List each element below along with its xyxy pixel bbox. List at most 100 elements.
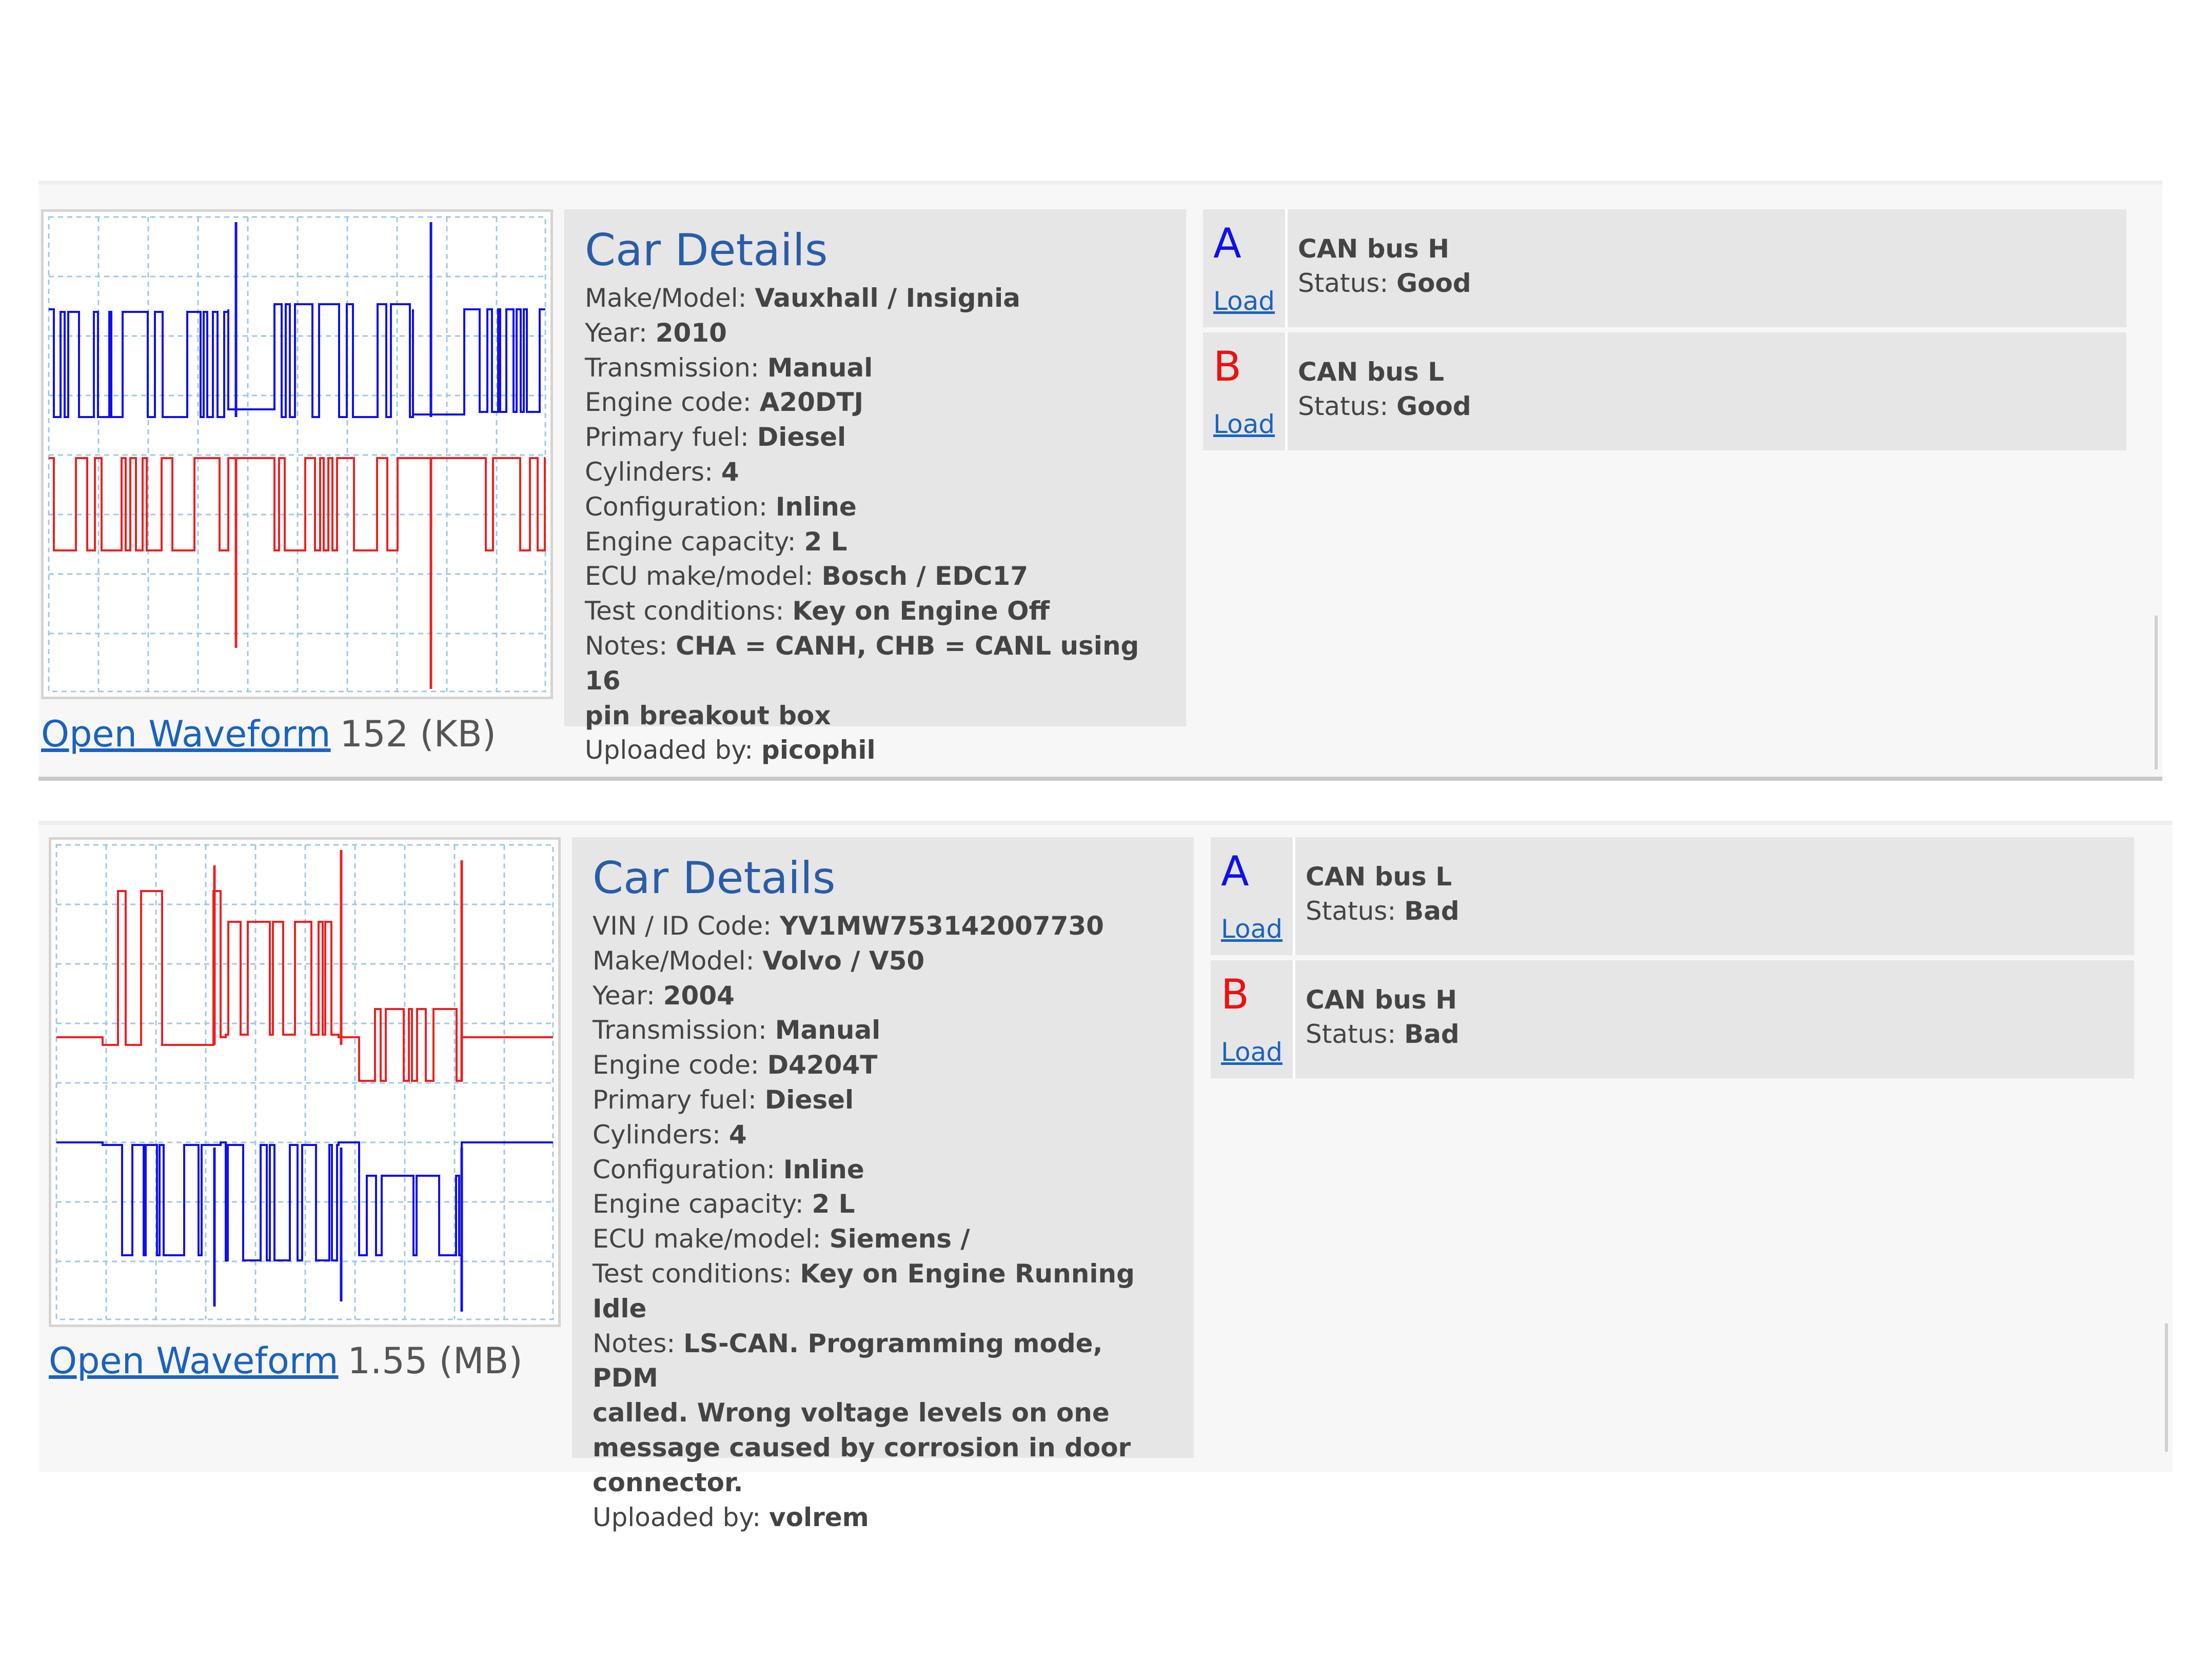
detail-label: Year:	[593, 980, 663, 1011]
channel-b-trace	[49, 457, 546, 551]
detail-label: Notes:	[585, 630, 676, 661]
waveform-thumbnail-1[interactable]	[41, 209, 553, 699]
channel-letter-cell: B Load	[1203, 332, 1288, 450]
open-waveform-link[interactable]: Open Waveform	[49, 1340, 339, 1382]
detail-value: volrem	[769, 1502, 869, 1532]
open-waveform-link[interactable]: Open Waveform	[41, 713, 331, 755]
detail-row: Year: 2004	[593, 979, 1173, 1014]
channel-b-2: B Load CAN bus H Status: Bad	[1211, 960, 2134, 1078]
channel-name: CAN bus L	[1298, 357, 1445, 387]
detail-label: Configuration:	[593, 1154, 783, 1184]
file-size: 152 (KB)	[340, 713, 496, 755]
detail-row: pin breakout box	[585, 699, 1166, 734]
scrollbar[interactable]	[2165, 1323, 2168, 1452]
detail-row: Transmission: Manual	[593, 1013, 1173, 1048]
detail-row: VIN / ID Code: YV1MW753142007730	[593, 909, 1173, 944]
car-details-title: Car Details	[593, 853, 836, 904]
load-link[interactable]: Load	[1221, 914, 1283, 944]
detail-label: Year:	[585, 318, 656, 348]
channel-letter-cell: A Load	[1211, 837, 1295, 955]
open-waveform-row-2: Open Waveform 1.55 (MB)	[49, 1340, 523, 1382]
detail-row: Transmission: Manual	[585, 351, 1166, 386]
channel-name: CAN bus H	[1298, 234, 1450, 264]
detail-label: Test conditions:	[585, 596, 793, 626]
detail-value: Siemens /	[829, 1224, 970, 1254]
detail-row: Uploaded by: volrem	[593, 1500, 1173, 1535]
load-link[interactable]: Load	[1213, 409, 1275, 439]
detail-label: Uploaded by:	[585, 735, 762, 765]
detail-value: Volvo / V50	[762, 945, 925, 976]
detail-label: Notes:	[593, 1328, 684, 1358]
channel-a-2: A Load CAN bus L Status: Bad	[1211, 837, 2134, 955]
file-size: 1.55 (MB)	[347, 1340, 523, 1382]
detail-value: 2004	[663, 980, 735, 1011]
channel-a-1: A Load CAN bus H Status: Good	[1203, 209, 2126, 327]
detail-row: Configuration: Inline	[585, 490, 1166, 525]
channel-status: Status: Good	[1298, 391, 1471, 421]
detail-value: LS-CAN. Programming mode, PDM	[593, 1328, 1103, 1393]
detail-value: Manual	[775, 1015, 881, 1045]
detail-row: Engine code: A20DTJ	[585, 385, 1166, 420]
detail-label: ECU make/model:	[593, 1224, 830, 1254]
channel-status: Status: Good	[1298, 268, 1471, 298]
detail-value: 4	[728, 1119, 747, 1150]
detail-value: Key on Engine Off	[792, 596, 1050, 626]
detail-value: 2 L	[804, 526, 847, 557]
channel-letter-cell: B Load	[1211, 960, 1295, 1078]
waveform-thumbnail-2[interactable]	[49, 837, 561, 1327]
status-value: Bad	[1404, 1019, 1460, 1049]
scope-grid	[55, 844, 554, 1320]
detail-value: Inline	[783, 1154, 864, 1184]
detail-row: Make/Model: Vauxhall / Insignia	[585, 281, 1166, 316]
scrollbar[interactable]	[2155, 616, 2158, 769]
detail-label: Engine code:	[585, 387, 760, 418]
detail-row: Uploaded by: picophil	[585, 733, 1166, 768]
detail-label: Cylinders:	[593, 1119, 729, 1150]
open-waveform-row-1: Open Waveform 152 (KB)	[41, 713, 496, 755]
channel-status: Status: Bad	[1306, 896, 1460, 926]
channel-a-trace	[56, 1141, 553, 1261]
detail-value: message caused by corrosion in door	[593, 1432, 1131, 1462]
load-link[interactable]: Load	[1213, 286, 1275, 316]
detail-value: 2010	[655, 318, 727, 348]
detail-value: A20DTJ	[759, 387, 864, 418]
channel-name: CAN bus L	[1306, 862, 1452, 892]
car-details-title: Car Details	[585, 225, 828, 276]
channel-letter: B	[1213, 343, 1241, 390]
detail-value: D4204T	[767, 1050, 878, 1080]
load-link[interactable]: Load	[1221, 1037, 1283, 1067]
detail-label: VIN / ID Code:	[593, 911, 780, 941]
detail-label: Test conditions:	[593, 1258, 800, 1289]
status-label: Status:	[1306, 1019, 1405, 1049]
detail-row: Engine capacity: 2 L	[585, 525, 1166, 560]
detail-label: Make/Model:	[585, 283, 755, 313]
detail-label: Transmission:	[585, 352, 767, 383]
channel-status: Status: Bad	[1306, 1019, 1460, 1049]
detail-row: connector.	[593, 1466, 1173, 1500]
detail-value: 2 L	[812, 1189, 855, 1219]
waveform-plot	[55, 844, 554, 1320]
channel-name: CAN bus H	[1306, 985, 1457, 1015]
channel-b-trace	[56, 890, 553, 1082]
detail-row: Engine capacity: 2 L	[593, 1187, 1173, 1222]
detail-value: pin breakout box	[585, 700, 831, 730]
channel-b-1: B Load CAN bus L Status: Good	[1203, 332, 2126, 450]
detail-label: Configuration:	[585, 491, 776, 522]
waveform-plot	[48, 216, 546, 693]
channel-a-trace	[49, 303, 545, 418]
detail-row: Notes: LS-CAN. Programming mode, PDM	[593, 1327, 1173, 1396]
car-details-list: Make/Model: Vauxhall / Insignia Year: 201…	[585, 281, 1166, 768]
detail-label: Primary fuel:	[593, 1084, 765, 1115]
detail-value: YV1MW753142007730	[779, 911, 1104, 941]
detail-row: ECU make/model: Bosch / EDC17	[585, 559, 1166, 594]
detail-row: Primary fuel: Diesel	[585, 420, 1166, 455]
detail-value: picophil	[761, 735, 876, 765]
car-details-list: VIN / ID Code: YV1MW753142007730 Make/Mod…	[593, 909, 1173, 1535]
detail-row: message caused by corrosion in door	[593, 1431, 1173, 1466]
detail-label: Engine code:	[593, 1050, 767, 1080]
detail-row: Test conditions: Key on Engine Running I…	[593, 1257, 1173, 1327]
detail-row: Notes: CHA = CANH, CHB = CANL using 16	[585, 629, 1166, 699]
detail-value: Diesel	[764, 1084, 854, 1115]
detail-row: Test conditions: Key on Engine Off	[585, 594, 1166, 629]
status-value: Good	[1396, 391, 1471, 421]
